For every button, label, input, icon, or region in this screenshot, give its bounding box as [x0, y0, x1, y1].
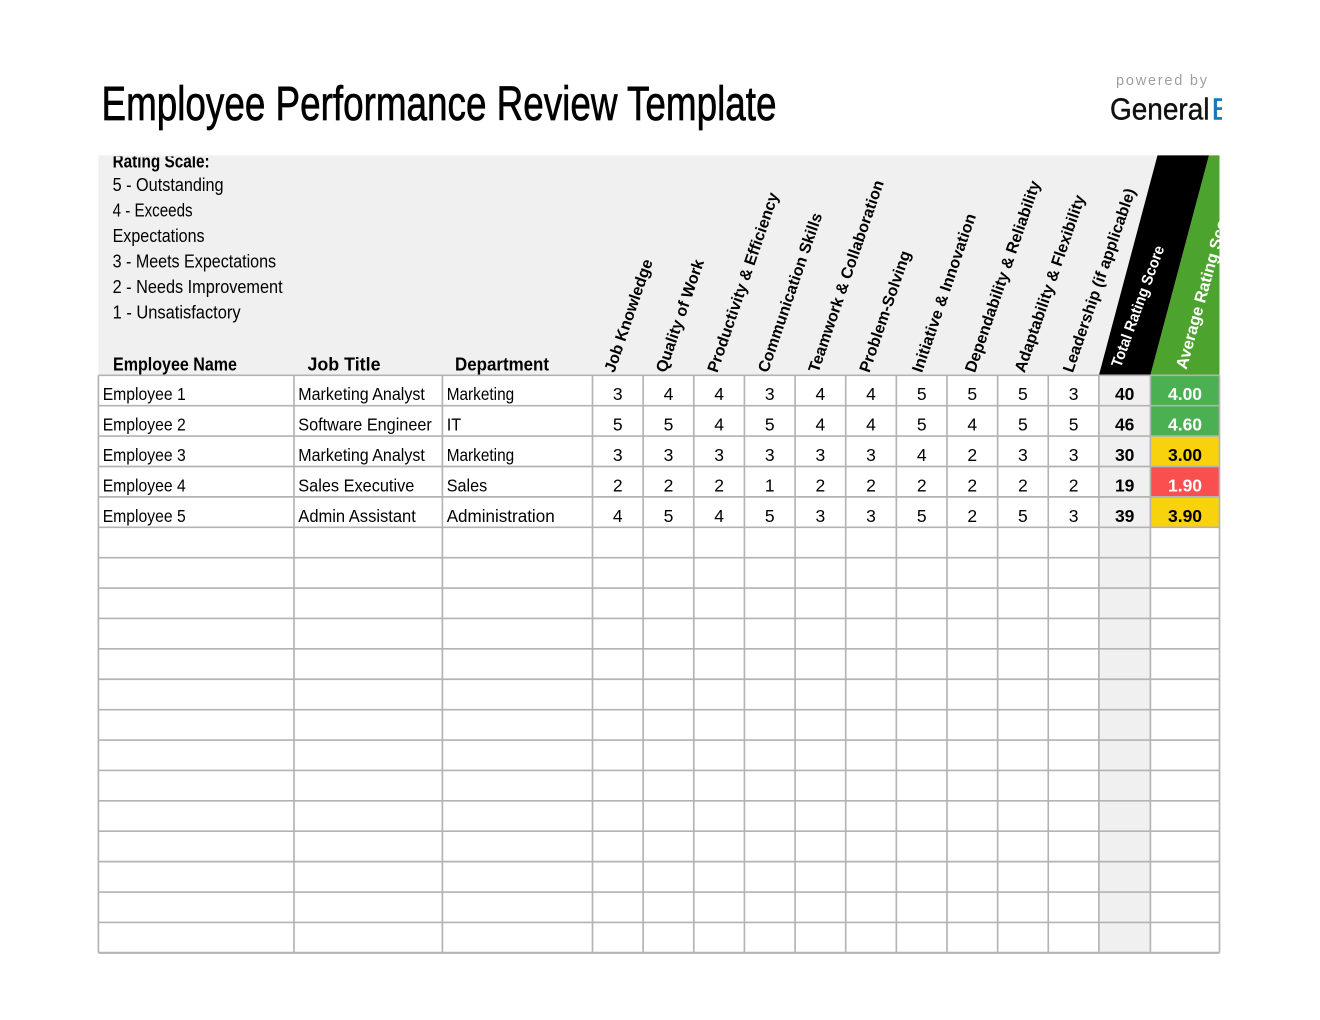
- svg-text:4: 4: [866, 415, 876, 435]
- svg-text:3: 3: [1018, 445, 1028, 465]
- svg-text:2: 2: [967, 475, 977, 495]
- svg-text:40: 40: [1115, 384, 1135, 404]
- svg-text:3: 3: [1069, 384, 1079, 404]
- svg-text:2: 2: [1018, 475, 1028, 495]
- svg-text:Employee Performance Review Te: Employee Performance Review Template: [102, 77, 777, 131]
- svg-text:4: 4: [664, 384, 674, 404]
- svg-text:2: 2: [613, 475, 623, 495]
- svg-text:39: 39: [1115, 506, 1135, 526]
- svg-text:5: 5: [917, 384, 927, 404]
- svg-text:Employee 2: Employee 2: [103, 415, 186, 435]
- svg-text:2: 2: [1069, 475, 1079, 495]
- svg-text:Marketing Analyst: Marketing Analyst: [298, 384, 425, 404]
- svg-text:2: 2: [967, 445, 977, 465]
- svg-text:powered by: powered by: [1116, 73, 1208, 89]
- svg-text:Employee 4: Employee 4: [103, 475, 186, 495]
- svg-text:5: 5: [664, 415, 674, 435]
- svg-text:3: 3: [866, 506, 876, 526]
- svg-text:2: 2: [714, 475, 724, 495]
- svg-text:3: 3: [816, 506, 826, 526]
- svg-text:5: 5: [1018, 415, 1028, 435]
- svg-text:Marketing Analyst: Marketing Analyst: [298, 445, 425, 465]
- svg-text:E: E: [1212, 92, 1232, 126]
- svg-text:2: 2: [816, 475, 826, 495]
- svg-text:4: 4: [714, 384, 724, 404]
- svg-text:1 - Unsatisfactory: 1 - Unsatisfactory: [113, 303, 241, 323]
- svg-text:Expectations: Expectations: [113, 226, 205, 246]
- svg-text:2: 2: [664, 475, 674, 495]
- svg-text:2 - Needs Improvement: 2 - Needs Improvement: [113, 277, 283, 297]
- svg-text:4.60: 4.60: [1168, 415, 1202, 435]
- svg-text:5: 5: [664, 506, 674, 526]
- svg-text:Admin Assistant: Admin Assistant: [298, 506, 416, 526]
- svg-text:4: 4: [816, 415, 826, 435]
- svg-text:19: 19: [1115, 475, 1135, 495]
- svg-text:Administration: Administration: [447, 506, 555, 526]
- svg-text:1: 1: [765, 475, 775, 495]
- svg-text:Sales Executive: Sales Executive: [298, 475, 414, 495]
- svg-text:Sales: Sales: [447, 475, 488, 495]
- svg-text:4: 4: [917, 445, 927, 465]
- svg-text:2: 2: [866, 475, 876, 495]
- svg-text:3 - Meets Expectations: 3 - Meets Expectations: [113, 251, 277, 271]
- svg-text:5: 5: [765, 415, 775, 435]
- svg-text:4: 4: [714, 415, 724, 435]
- svg-text:General: General: [1110, 92, 1210, 126]
- svg-text:5: 5: [967, 384, 977, 404]
- svg-text:5: 5: [917, 506, 927, 526]
- svg-text:3: 3: [714, 445, 724, 465]
- svg-text:4 - Exceeds: 4 - Exceeds: [113, 200, 193, 220]
- svg-text:5: 5: [613, 415, 623, 435]
- svg-text:4: 4: [866, 384, 876, 404]
- svg-text:5: 5: [1018, 384, 1028, 404]
- svg-text:3: 3: [816, 445, 826, 465]
- svg-text:5 - Outstanding: 5 - Outstanding: [113, 175, 224, 195]
- svg-text:Marketing: Marketing: [447, 445, 515, 465]
- svg-text:46: 46: [1115, 415, 1135, 435]
- svg-text:2: 2: [917, 475, 927, 495]
- svg-text:Rating Scale:: Rating Scale:: [113, 152, 210, 172]
- svg-text:3: 3: [765, 445, 775, 465]
- svg-text:5: 5: [1018, 506, 1028, 526]
- svg-text:Employee 5: Employee 5: [103, 506, 186, 526]
- svg-text:4.00: 4.00: [1168, 384, 1202, 404]
- svg-text:4: 4: [714, 506, 724, 526]
- svg-text:4: 4: [816, 384, 826, 404]
- svg-text:3: 3: [1069, 445, 1079, 465]
- svg-text:3: 3: [866, 445, 876, 465]
- svg-text:2: 2: [967, 506, 977, 526]
- svg-text:Department: Department: [455, 354, 549, 375]
- svg-text:3.00: 3.00: [1168, 445, 1202, 465]
- svg-text:Job Title: Job Title: [308, 354, 381, 375]
- svg-text:Employee 3: Employee 3: [103, 445, 186, 465]
- svg-text:3: 3: [1069, 506, 1079, 526]
- svg-text:5: 5: [1069, 415, 1079, 435]
- svg-text:3: 3: [613, 445, 623, 465]
- svg-text:3.90: 3.90: [1168, 506, 1202, 526]
- svg-text:Software Engineer: Software Engineer: [298, 415, 432, 435]
- svg-text:5: 5: [917, 415, 927, 435]
- svg-text:1.90: 1.90: [1168, 475, 1202, 495]
- svg-text:Employee Name: Employee Name: [113, 354, 237, 375]
- svg-text:4: 4: [967, 415, 977, 435]
- svg-text:Marketing: Marketing: [447, 384, 515, 404]
- svg-text:30: 30: [1115, 445, 1135, 465]
- svg-text:3: 3: [664, 445, 674, 465]
- svg-text:5: 5: [765, 506, 775, 526]
- svg-text:3: 3: [765, 384, 775, 404]
- svg-text:IT: IT: [447, 415, 462, 435]
- svg-text:4: 4: [613, 506, 623, 526]
- svg-text:Employee 1: Employee 1: [103, 384, 186, 404]
- svg-text:3: 3: [613, 384, 623, 404]
